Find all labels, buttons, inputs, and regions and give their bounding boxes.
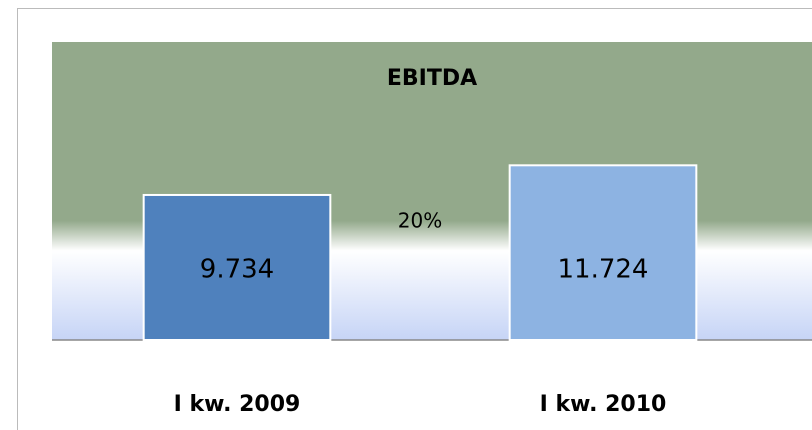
chart-title: EBITDA xyxy=(387,66,477,91)
x-tick-label: I kw. 2010 xyxy=(540,392,667,417)
x-tick-label: I kw. 2009 xyxy=(174,392,301,417)
bar xyxy=(142,193,332,341)
bar xyxy=(508,164,698,341)
value-label: 9.734 xyxy=(200,255,274,285)
value-label: 11.724 xyxy=(558,255,649,285)
annotation: 20% xyxy=(398,209,442,233)
